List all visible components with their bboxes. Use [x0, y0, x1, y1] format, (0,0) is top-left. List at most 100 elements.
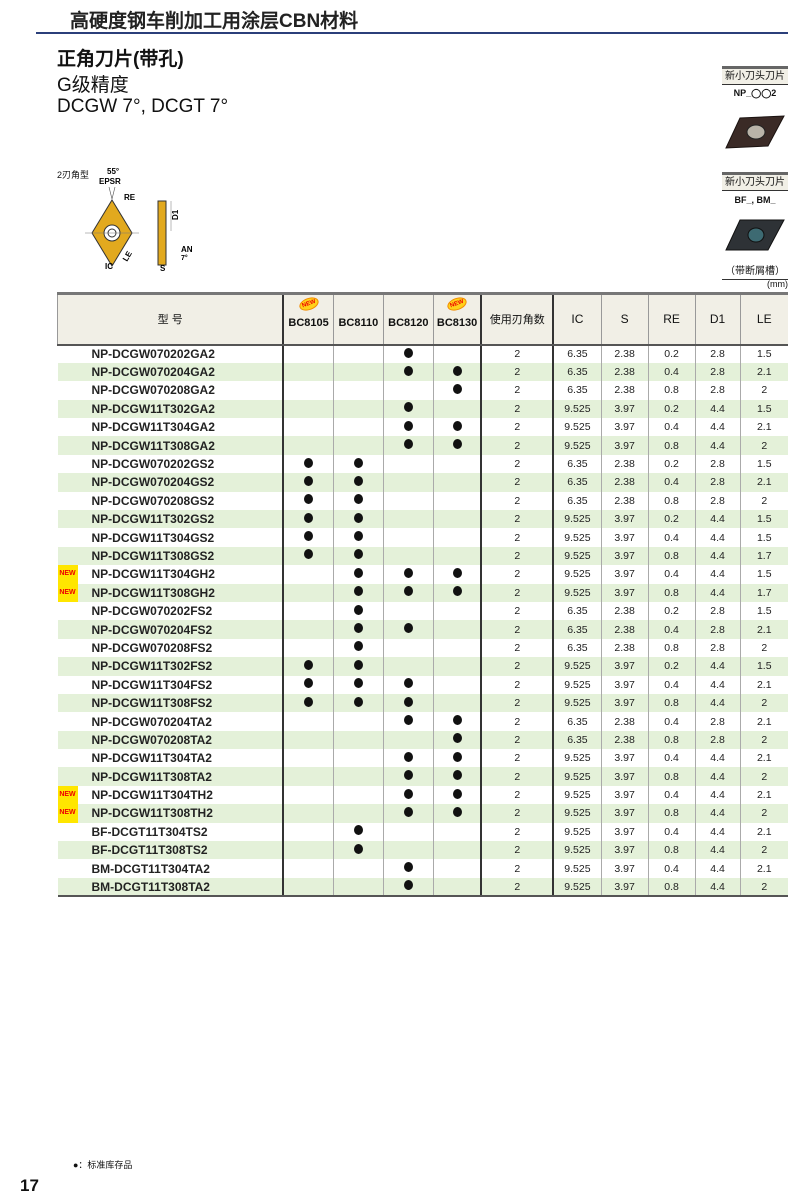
le-cell: 2.1	[739, 620, 788, 639]
stock-dot-icon	[403, 751, 413, 762]
d1-cell: 4.4	[694, 877, 741, 898]
d1-cell: 4.4	[694, 528, 741, 547]
le-cell: 1.5	[739, 510, 788, 529]
section-type: DCGW 7°, DCGT 7°	[57, 96, 229, 117]
diagram-angle: 55°	[107, 167, 119, 176]
ic-cell: 6.35	[552, 491, 602, 511]
re-cell: 0.8	[647, 436, 696, 455]
model-cell: NP-DCGW11T308TA2	[58, 767, 284, 785]
grade-cell	[282, 491, 334, 511]
grade-cell	[382, 362, 434, 382]
edges-cell: 2	[480, 657, 554, 676]
d1-cell: 4.4	[694, 657, 741, 676]
grade-cell	[382, 804, 434, 823]
grade-cell	[432, 436, 482, 455]
edges-cell: 2	[480, 601, 554, 621]
stock-dot-icon	[452, 567, 462, 578]
table-row: BF-DCGT11T304TS2 2 9.525 3.97 0.4 4.4 2.1	[58, 822, 788, 842]
stock-dot-icon	[353, 623, 363, 634]
page-number: 17	[20, 1176, 39, 1195]
le-cell: 2	[739, 436, 788, 455]
grade-cell	[282, 362, 334, 382]
page-header-title: 高硬度钢车削加工用涂层CBN材料	[70, 11, 359, 32]
header-rule	[36, 32, 788, 34]
edges-cell: 2	[480, 399, 554, 419]
le-cell: 1.5	[739, 344, 788, 363]
model-cell: NEW NP-DCGW11T304GH2	[57, 565, 284, 584]
model-name: NP-DCGW11T304TH2	[91, 788, 213, 803]
model-name: NP-DCGW070202FS2	[91, 604, 213, 619]
ic-cell: 9.525	[552, 822, 602, 842]
le-cell: 1.5	[739, 528, 788, 547]
table-row: NP-DCGW11T304GS2 2 9.525 3.97 0.4 4.4 1.5	[58, 528, 788, 547]
grade-cell	[432, 510, 482, 529]
re-cell: 0.8	[647, 546, 696, 566]
ic-cell: 9.525	[552, 749, 602, 768]
ic-cell: 9.525	[552, 841, 602, 860]
stock-dot-icon	[452, 439, 462, 450]
edges-cell: 2	[480, 859, 554, 878]
s-cell: 2.38	[600, 473, 649, 492]
table-row: NP-DCGW070202GS2 2 6.35 2.38 0.2 2.8 1.5	[58, 454, 788, 474]
edges-cell: 2	[480, 510, 554, 529]
re-cell: 0.8	[647, 693, 696, 713]
grade-cell	[332, 804, 384, 823]
new-tag: NEW	[57, 804, 78, 823]
table-row: NP-DCGW070208FS2 2 6.35 2.38 0.8 2.8 2	[58, 638, 788, 658]
grade-cell	[332, 418, 384, 437]
ic-cell: 9.525	[552, 583, 602, 602]
stock-dot-icon	[353, 586, 363, 597]
diagram-an-angle: 7°	[181, 254, 188, 262]
d1-cell: 4.4	[694, 859, 741, 878]
grade-cell	[282, 749, 334, 768]
le-cell: 2.1	[739, 749, 788, 768]
side-code-np: NP_◯◯2	[733, 88, 777, 98]
stock-dot-icon	[452, 770, 462, 781]
d1-cell: 2.8	[694, 730, 741, 750]
table-row: NP-DCGW11T304FS2 2 9.525 3.97 0.4 4.4 2.1	[58, 675, 788, 694]
grade-cell	[282, 785, 334, 805]
grade-cell	[432, 344, 482, 363]
grade-cell	[332, 822, 384, 842]
model-cell: NP-DCGW11T308GS2	[58, 547, 284, 565]
edges-cell: 2	[480, 767, 554, 786]
s-cell: 3.97	[600, 749, 649, 768]
re-cell: 0.4	[647, 473, 696, 492]
model-cell: NP-DCGW070208FS2	[58, 639, 284, 657]
re-cell: 0.4	[647, 712, 696, 731]
table-row: NP-DCGW11T302GS2 2 9.525 3.97 0.2 4.4 1.5	[57, 510, 788, 529]
grade-cell	[332, 362, 384, 382]
stock-dot-icon	[353, 659, 363, 670]
model-name: NP-DCGW11T304GH2	[91, 567, 215, 582]
d1-cell: 4.4	[694, 546, 741, 566]
grade-cell	[382, 528, 434, 547]
table-row: NP-DCGW070204FS2 2 6.35 2.38 0.4 2.8 2.1	[57, 620, 788, 639]
s-cell: 3.97	[600, 877, 649, 898]
ic-cell: 9.525	[552, 859, 602, 878]
d1-cell: 2.8	[694, 620, 741, 639]
model-cell: NP-DCGW070208GA2	[58, 381, 284, 399]
grade-cell	[332, 767, 384, 786]
stock-dot-icon	[452, 751, 462, 762]
grade-cell	[382, 822, 434, 842]
re-cell: 0.8	[647, 583, 696, 602]
stock-dot-icon	[353, 843, 363, 854]
edges-cell: 2	[480, 749, 554, 768]
table-row: NP-DCGW070204TA2 2 6.35 2.38 0.4 2.8 2.1	[58, 712, 788, 731]
table-row: NP-DCGW070202FS2 2 6.35 2.38 0.2 2.8 1.5	[58, 601, 788, 621]
grade-cell	[282, 730, 334, 750]
model-cell: NP-DCGW070204GA2	[58, 363, 284, 381]
grade-cell	[432, 528, 482, 547]
s-cell: 3.97	[600, 510, 649, 529]
grade-cell	[382, 381, 434, 400]
grade-cell	[282, 601, 334, 621]
model-cell: NP-DCGW11T302GA2	[58, 400, 284, 418]
table-row: NP-DCGW11T304GA2 2 9.525 3.97 0.4 4.4 2.1	[58, 418, 788, 437]
grade-cell	[382, 583, 434, 602]
grade-cell	[282, 399, 334, 419]
ic-cell: 9.525	[552, 675, 602, 694]
model-name: NP-DCGW11T304TA2	[91, 751, 212, 766]
side-label-np: 新小刀头刀片	[722, 66, 788, 85]
edges-cell: 2	[480, 675, 554, 694]
grade-cell	[332, 620, 384, 639]
